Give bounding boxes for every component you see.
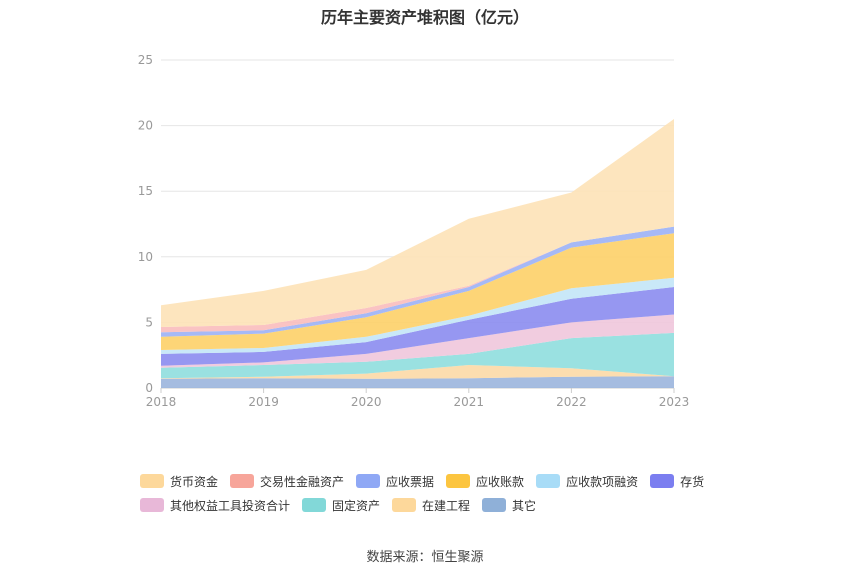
- x-tick-label: 2018: [146, 395, 177, 409]
- y-tick-label: 20: [138, 119, 153, 133]
- legend-row: 货币资金 交易性金融资产 应收票据 应收账款 应收款项融资 存货其他权益工具投资合计 固定资…: [140, 472, 720, 514]
- axes: 0 5 10 15 20 25 2018 2019 2020 2021 2022 2023: [138, 53, 690, 409]
- legend-item[interactable]: 货币资金: [140, 472, 218, 490]
- area-series-3: [161, 332, 674, 379]
- legend-item[interactable]: 交易性金融资产: [230, 472, 344, 490]
- legend-label: 其它: [512, 498, 537, 513]
- area-series-5: [161, 287, 674, 366]
- legend-item[interactable]: 应收款项融资: [536, 472, 638, 490]
- area-series-1: [161, 376, 674, 388]
- chart-title: 历年主要资产堆积图（亿元）: [320, 8, 529, 27]
- legend-swatch: [230, 474, 255, 488]
- legend-swatch: [140, 498, 164, 512]
- x-tick-label: 2019: [248, 395, 279, 409]
- y-tick-label: 25: [138, 53, 153, 67]
- legend-label: 应收款项融资: [566, 474, 639, 489]
- y-tick-label: 0: [145, 381, 153, 395]
- legend-swatch: [356, 474, 381, 488]
- y-tick-label: 5: [145, 315, 153, 329]
- area-series-10: [161, 119, 674, 327]
- area-series-2: [161, 365, 674, 379]
- legend-swatch: [482, 498, 507, 512]
- data-source: 数据来源：恒生聚源: [366, 550, 484, 565]
- legend-swatch: [536, 474, 561, 488]
- legend-swatch: [446, 474, 471, 488]
- legend-item[interactable]: 应收票据: [356, 472, 434, 490]
- area-series-6: [161, 277, 674, 354]
- legend-label: 在建工程: [422, 498, 471, 513]
- x-tick-label: 2023: [659, 395, 690, 409]
- legend-label: 存货: [680, 474, 705, 489]
- y-tick-label: 15: [138, 184, 153, 198]
- legend-label: 应收票据: [386, 474, 435, 489]
- legend-label: 应收账款: [476, 474, 525, 489]
- legend-item[interactable]: 其他权益工具投资合计: [140, 496, 290, 514]
- legend: 货币资金 交易性金融资产 应收票据 应收账款 应收款项融资 存货其他权益工具投资合计 固定资…: [140, 472, 720, 514]
- area-series-8: [161, 226, 674, 337]
- legend-item[interactable]: 在建工程: [392, 496, 470, 514]
- area-series: [161, 119, 674, 388]
- legend-swatch: [302, 498, 327, 512]
- legend-item[interactable]: 存货: [650, 472, 704, 490]
- x-tick-label: 2020: [351, 395, 382, 409]
- legend-swatch: [392, 498, 417, 512]
- legend-swatch: [650, 474, 675, 488]
- legend-label: 其他权益工具投资合计: [170, 498, 291, 513]
- legend-item[interactable]: 固定资产: [302, 496, 380, 514]
- legend-item[interactable]: 其它: [482, 496, 536, 514]
- legend-label: 交易性金融资产: [260, 474, 345, 489]
- area-series-7: [161, 233, 674, 350]
- x-tick-label: 2022: [556, 395, 587, 409]
- legend-item[interactable]: 应收账款: [446, 472, 524, 490]
- area-series-4: [161, 314, 674, 368]
- legend-label: 货币资金: [170, 474, 219, 489]
- x-tick-label: 2021: [454, 395, 485, 409]
- legend-swatch: [140, 474, 164, 488]
- legend-label: 固定资产: [332, 498, 381, 513]
- y-tick-label: 10: [138, 250, 153, 264]
